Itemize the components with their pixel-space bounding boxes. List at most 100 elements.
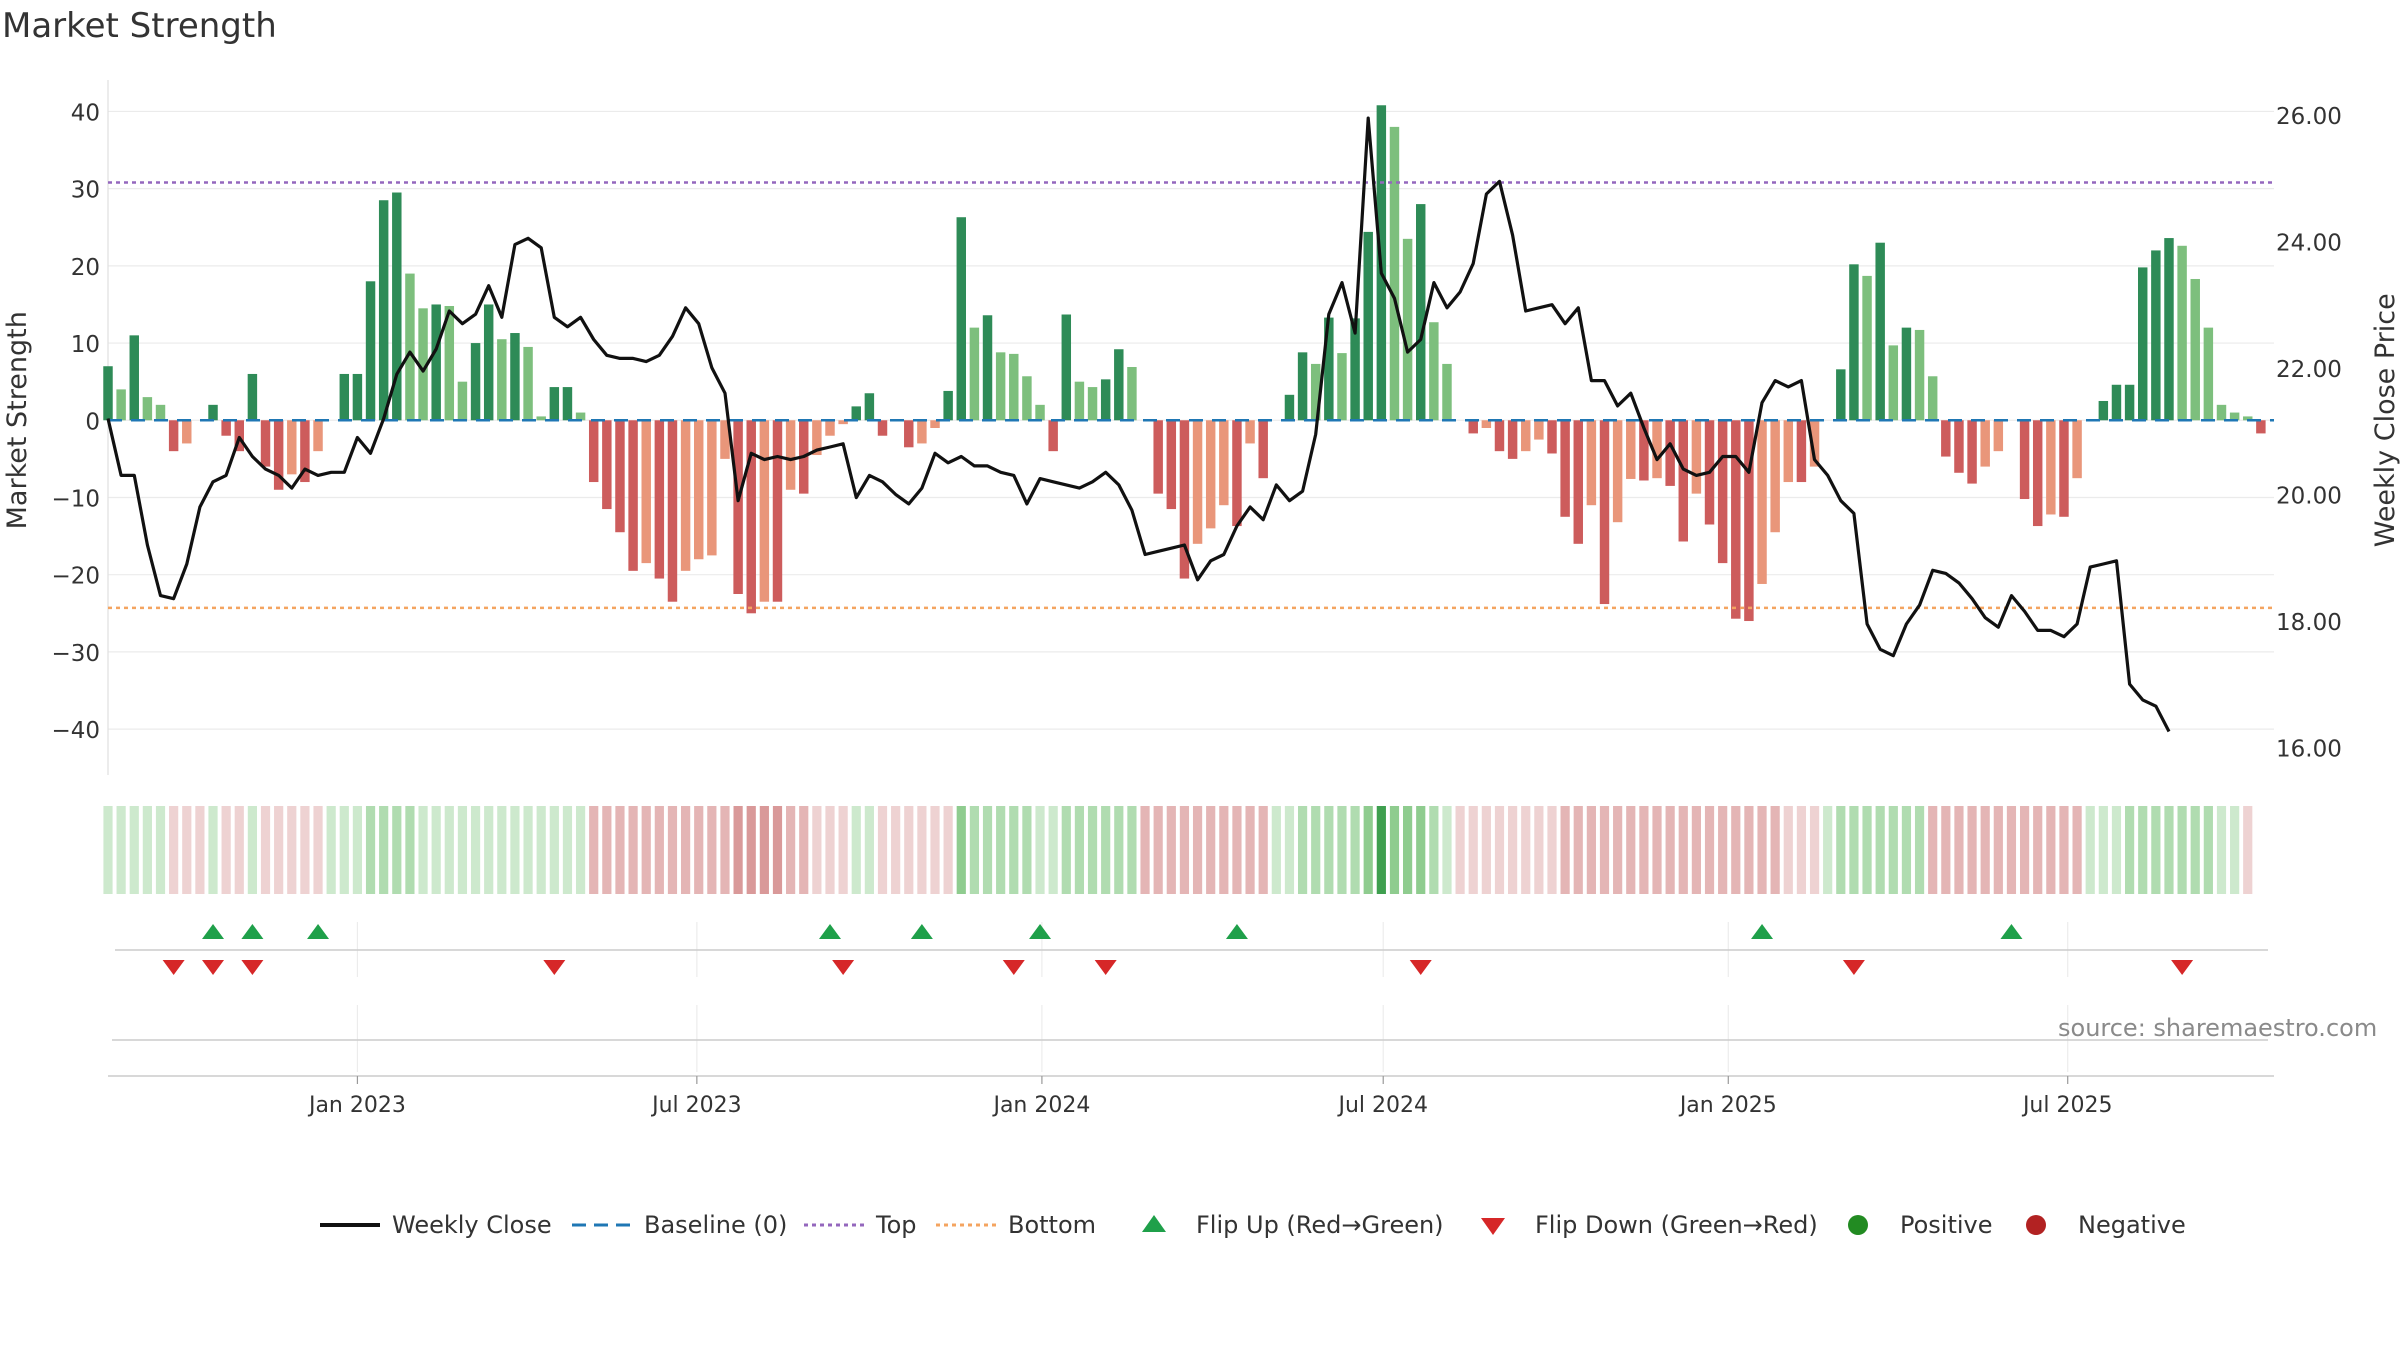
strength-band-cell xyxy=(746,806,756,894)
strength-band-cell xyxy=(1481,806,1491,894)
strength-bar xyxy=(2059,420,2069,517)
strength-band-cell xyxy=(1416,806,1426,894)
flip-up-marker xyxy=(1225,924,1248,939)
strength-bar xyxy=(2138,267,2148,421)
y2-tick-label: 22.00 xyxy=(2276,357,2342,383)
strength-bar xyxy=(785,420,796,490)
strength-band-cell xyxy=(129,806,139,894)
strength-band-cell xyxy=(1731,806,1741,894)
strength-band-cell xyxy=(155,806,166,894)
strength-bar xyxy=(982,315,993,421)
strength-bar xyxy=(1350,318,1360,421)
strength-band-cell xyxy=(418,806,428,894)
strength-band-cell xyxy=(562,806,573,894)
strength-bar xyxy=(1245,420,1255,444)
strength-bar xyxy=(825,420,835,436)
strength-bar xyxy=(2111,384,2122,421)
strength-band-cell xyxy=(1849,806,1859,894)
strength-bar xyxy=(864,393,875,421)
flip-up-marker xyxy=(1751,924,1774,939)
x-tick-label: Jul 2025 xyxy=(2021,1093,2113,1118)
strength-band-cell xyxy=(1639,806,1649,894)
strength-band-cell xyxy=(1757,806,1767,894)
strength-bar xyxy=(273,420,284,490)
flip-down-marker xyxy=(162,960,185,975)
x-tick-label: Jul 2023 xyxy=(650,1093,742,1118)
strength-bar xyxy=(694,420,704,560)
strength-band-cell xyxy=(2019,806,2030,894)
strength-bar xyxy=(1429,322,1439,421)
strength-bar xyxy=(1744,420,1754,622)
strength-band-cell xyxy=(2085,806,2095,894)
strength-bar xyxy=(103,366,113,421)
strength-bar xyxy=(1232,420,1242,527)
strength-bar xyxy=(2177,245,2187,421)
strength-band-cell xyxy=(1324,806,1334,894)
strength-band-cell xyxy=(484,806,494,894)
strength-bar xyxy=(930,420,940,428)
legend-label: Positive xyxy=(1900,1211,1993,1239)
strength-band-cell xyxy=(287,806,297,894)
strength-bar xyxy=(2243,416,2253,421)
y-tick-label: −20 xyxy=(51,564,100,590)
strength-band-cell xyxy=(1599,806,1610,894)
strength-bar xyxy=(483,304,494,421)
strength-bar xyxy=(2203,327,2214,421)
strength-band-cell xyxy=(2243,806,2253,894)
strength-bar xyxy=(2164,238,2174,421)
strength-band-cell xyxy=(786,806,796,894)
strength-band-cell xyxy=(142,806,152,894)
strength-band-cell xyxy=(1206,806,1216,894)
strength-band-cell xyxy=(1022,806,1032,894)
strength-bar xyxy=(733,420,743,594)
strength-bar xyxy=(418,308,428,421)
strength-band-cell xyxy=(1901,806,1912,894)
strength-band-cell xyxy=(1665,806,1675,894)
strength-bar xyxy=(523,346,533,421)
strength-bar xyxy=(851,406,861,421)
weekly-close-line xyxy=(106,116,2171,733)
strength-bar xyxy=(116,389,126,421)
strength-band-cell xyxy=(2190,806,2200,894)
strength-bar xyxy=(1507,420,1518,459)
strength-band-cell xyxy=(392,806,402,894)
strength-bar xyxy=(2098,400,2109,421)
strength-bar xyxy=(1324,317,1334,421)
strength-band-cell xyxy=(2059,806,2069,894)
strength-band-cell xyxy=(1114,806,1124,894)
strength-band-cell xyxy=(720,806,730,894)
y2-tick-label: 18.00 xyxy=(2276,610,2342,636)
strength-bar xyxy=(1297,352,1308,421)
strength-bar xyxy=(2072,420,2082,479)
y-tick-label: 40 xyxy=(71,100,100,126)
strength-band-cell xyxy=(838,806,848,894)
strength-band-cell xyxy=(1770,806,1780,894)
triangle-up-icon xyxy=(1142,1215,1166,1232)
strength-band-cell xyxy=(2216,806,2227,894)
strength-band-cell xyxy=(365,806,376,894)
strength-bar xyxy=(956,217,966,421)
strength-band-cell xyxy=(247,806,257,894)
line-swatch-icon xyxy=(320,1223,380,1227)
strength-bar xyxy=(746,420,756,614)
strength-band-cell xyxy=(1455,806,1465,894)
strength-bar xyxy=(1612,420,1623,523)
strength-bar xyxy=(300,420,310,483)
legend-label: Flip Up (Red→Green) xyxy=(1196,1211,1444,1239)
strength-bar xyxy=(431,304,441,421)
strength-band-cell xyxy=(2138,806,2148,894)
strength-bar xyxy=(1022,376,1032,421)
strength-bar xyxy=(943,390,953,421)
strength-bar xyxy=(365,281,376,421)
strength-band-cell xyxy=(707,806,717,894)
strength-band-cell xyxy=(1967,806,1977,894)
strength-band-cell xyxy=(1809,806,1820,894)
strength-band-cell xyxy=(352,806,363,894)
strength-bar xyxy=(1337,353,1347,421)
strength-bar xyxy=(877,420,888,436)
strength-bar xyxy=(1875,242,1885,421)
triangle-down-icon xyxy=(1481,1218,1505,1235)
legend-label: Negative xyxy=(2078,1211,2186,1239)
y-tick-label: 30 xyxy=(71,178,100,204)
strength-band-cell xyxy=(1192,806,1203,894)
